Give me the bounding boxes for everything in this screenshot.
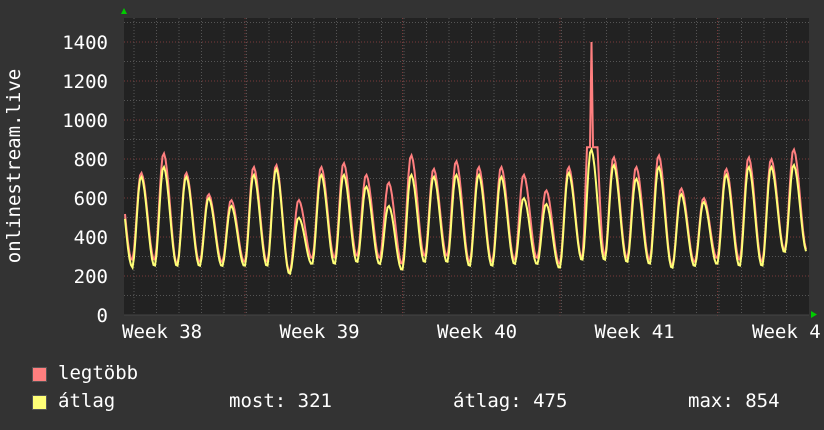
legend-label-max: legtöbb bbox=[58, 362, 139, 384]
y-axis-label: onlinestream.live bbox=[3, 69, 25, 263]
x-tick-label: Week 41 bbox=[595, 321, 675, 343]
legend-swatch-max bbox=[32, 367, 47, 382]
x-tick-label: Week 4 bbox=[752, 321, 821, 343]
x-tick-label: Week 38 bbox=[122, 321, 202, 343]
x-axis-arrow-icon bbox=[811, 311, 817, 318]
x-tick-label: Week 40 bbox=[437, 321, 517, 343]
y-tick-label: 1400 bbox=[62, 32, 108, 54]
y-tick-label: 800 bbox=[74, 149, 108, 171]
series-line-avg bbox=[124, 146, 807, 276]
y-tick-label: 1200 bbox=[62, 71, 108, 93]
stat-max: max: 854 bbox=[688, 390, 780, 412]
x-tick-label: Week 39 bbox=[280, 321, 360, 343]
y-tick-label: 400 bbox=[74, 227, 108, 249]
legend-label-avg: átlag bbox=[58, 390, 116, 412]
stat-avg: átlag: 475 bbox=[453, 390, 568, 412]
y-tick-label: 1000 bbox=[62, 110, 108, 132]
stat-now: most: 321 bbox=[229, 390, 332, 412]
y-axis-arrow-icon bbox=[121, 8, 127, 14]
y-tick-label: 0 bbox=[97, 305, 108, 327]
legend-swatch-avg bbox=[32, 395, 47, 410]
y-tick-label: 600 bbox=[74, 188, 108, 210]
y-tick-label: 200 bbox=[74, 266, 108, 288]
plot-area bbox=[124, 18, 809, 315]
